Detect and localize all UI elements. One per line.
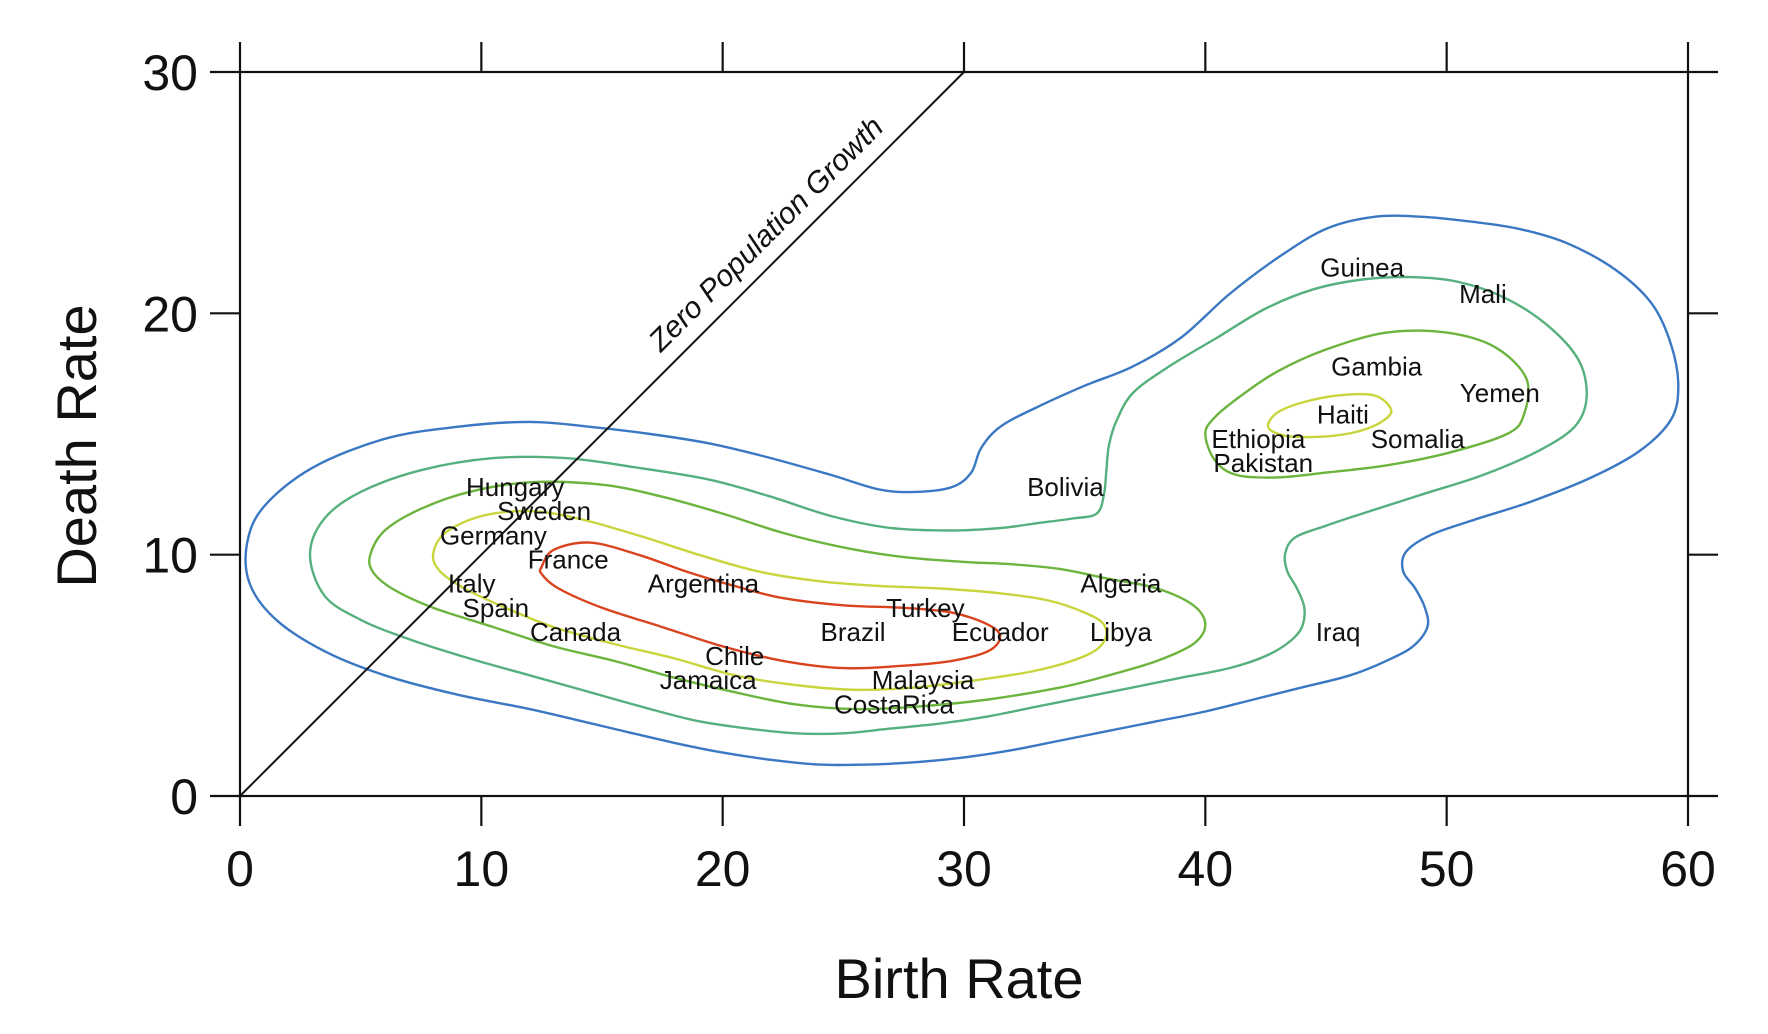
- country-label-mali: Mali: [1459, 279, 1507, 309]
- y-tick-label-30: 30: [142, 45, 198, 101]
- contour-level-4-ring-2: [1266, 392, 1393, 439]
- country-label-brazil: Brazil: [820, 617, 885, 647]
- country-label-yemen: Yemen: [1460, 378, 1540, 408]
- country-label-guinea: Guinea: [1320, 253, 1404, 283]
- country-label-libya: Libya: [1090, 617, 1153, 647]
- zero-population-growth-line: [239, 71, 965, 797]
- y-tick-label-0: 0: [170, 769, 198, 825]
- country-label-malaysia: Malaysia: [872, 665, 975, 695]
- zero-population-growth-label: Zero Population Growth: [642, 111, 890, 359]
- x-tick-label-20: 20: [695, 841, 751, 897]
- country-label-algeria: Algeria: [1080, 569, 1161, 599]
- x-tick-label-40: 40: [1178, 841, 1234, 897]
- country-label-pakistan: Pakistan: [1213, 448, 1313, 478]
- contour-level-3-ring-1: [368, 480, 1207, 711]
- x-axis-title: Birth Rate: [835, 947, 1084, 1010]
- country-label-germany: Germany: [440, 520, 547, 550]
- country-label-france: France: [528, 545, 609, 575]
- country-label-hungary: Hungary: [466, 472, 564, 502]
- country-label-ecuador: Ecuador: [952, 617, 1049, 647]
- x-tick-label-10: 10: [454, 841, 510, 897]
- contour-level-5-ring-1: [538, 541, 1002, 670]
- country-label-chile: Chile: [705, 641, 764, 671]
- contours-layer: [244, 214, 1680, 767]
- country-label-argentina: Argentina: [648, 569, 760, 599]
- contour-level-1-ring-1: [244, 214, 1680, 767]
- x-tick-label-0: 0: [226, 841, 254, 897]
- contour-level-4-ring-1: [431, 509, 1108, 692]
- y-tick-label-10: 10: [142, 528, 198, 584]
- y-tick-label-20: 20: [142, 286, 198, 342]
- country-label-italy: Italy: [448, 569, 496, 599]
- country-label-turkey: Turkey: [886, 593, 965, 623]
- country-label-haiti: Haiti: [1317, 400, 1369, 430]
- country-label-canada: Canada: [530, 617, 622, 647]
- country-label-somalia: Somalia: [1371, 424, 1465, 454]
- axis-ticks: [210, 42, 1718, 826]
- country-label-gambia: Gambia: [1331, 351, 1423, 381]
- contour-level-3-ring-2: [1204, 329, 1530, 479]
- country-label-spain: Spain: [463, 593, 530, 623]
- country-label-costarica: CostaRica: [834, 689, 954, 719]
- x-tick-label-60: 60: [1660, 841, 1716, 897]
- axis-tick-labels: 0 10 20 30 40 50 60 0 10 20 30: [142, 45, 1715, 897]
- country-label-sweden: Sweden: [497, 496, 591, 526]
- contour-level-2-ring-1: [308, 275, 1588, 736]
- country-label-jamaica: Jamaica: [660, 665, 757, 695]
- country-label-iraq: Iraq: [1316, 617, 1361, 647]
- y-axis-title: Death Rate: [45, 304, 108, 587]
- x-tick-label-50: 50: [1419, 841, 1475, 897]
- country-label-ethiopia: Ethiopia: [1211, 424, 1305, 454]
- x-tick-label-30: 30: [936, 841, 992, 897]
- country-label-bolivia: Bolivia: [1027, 472, 1104, 502]
